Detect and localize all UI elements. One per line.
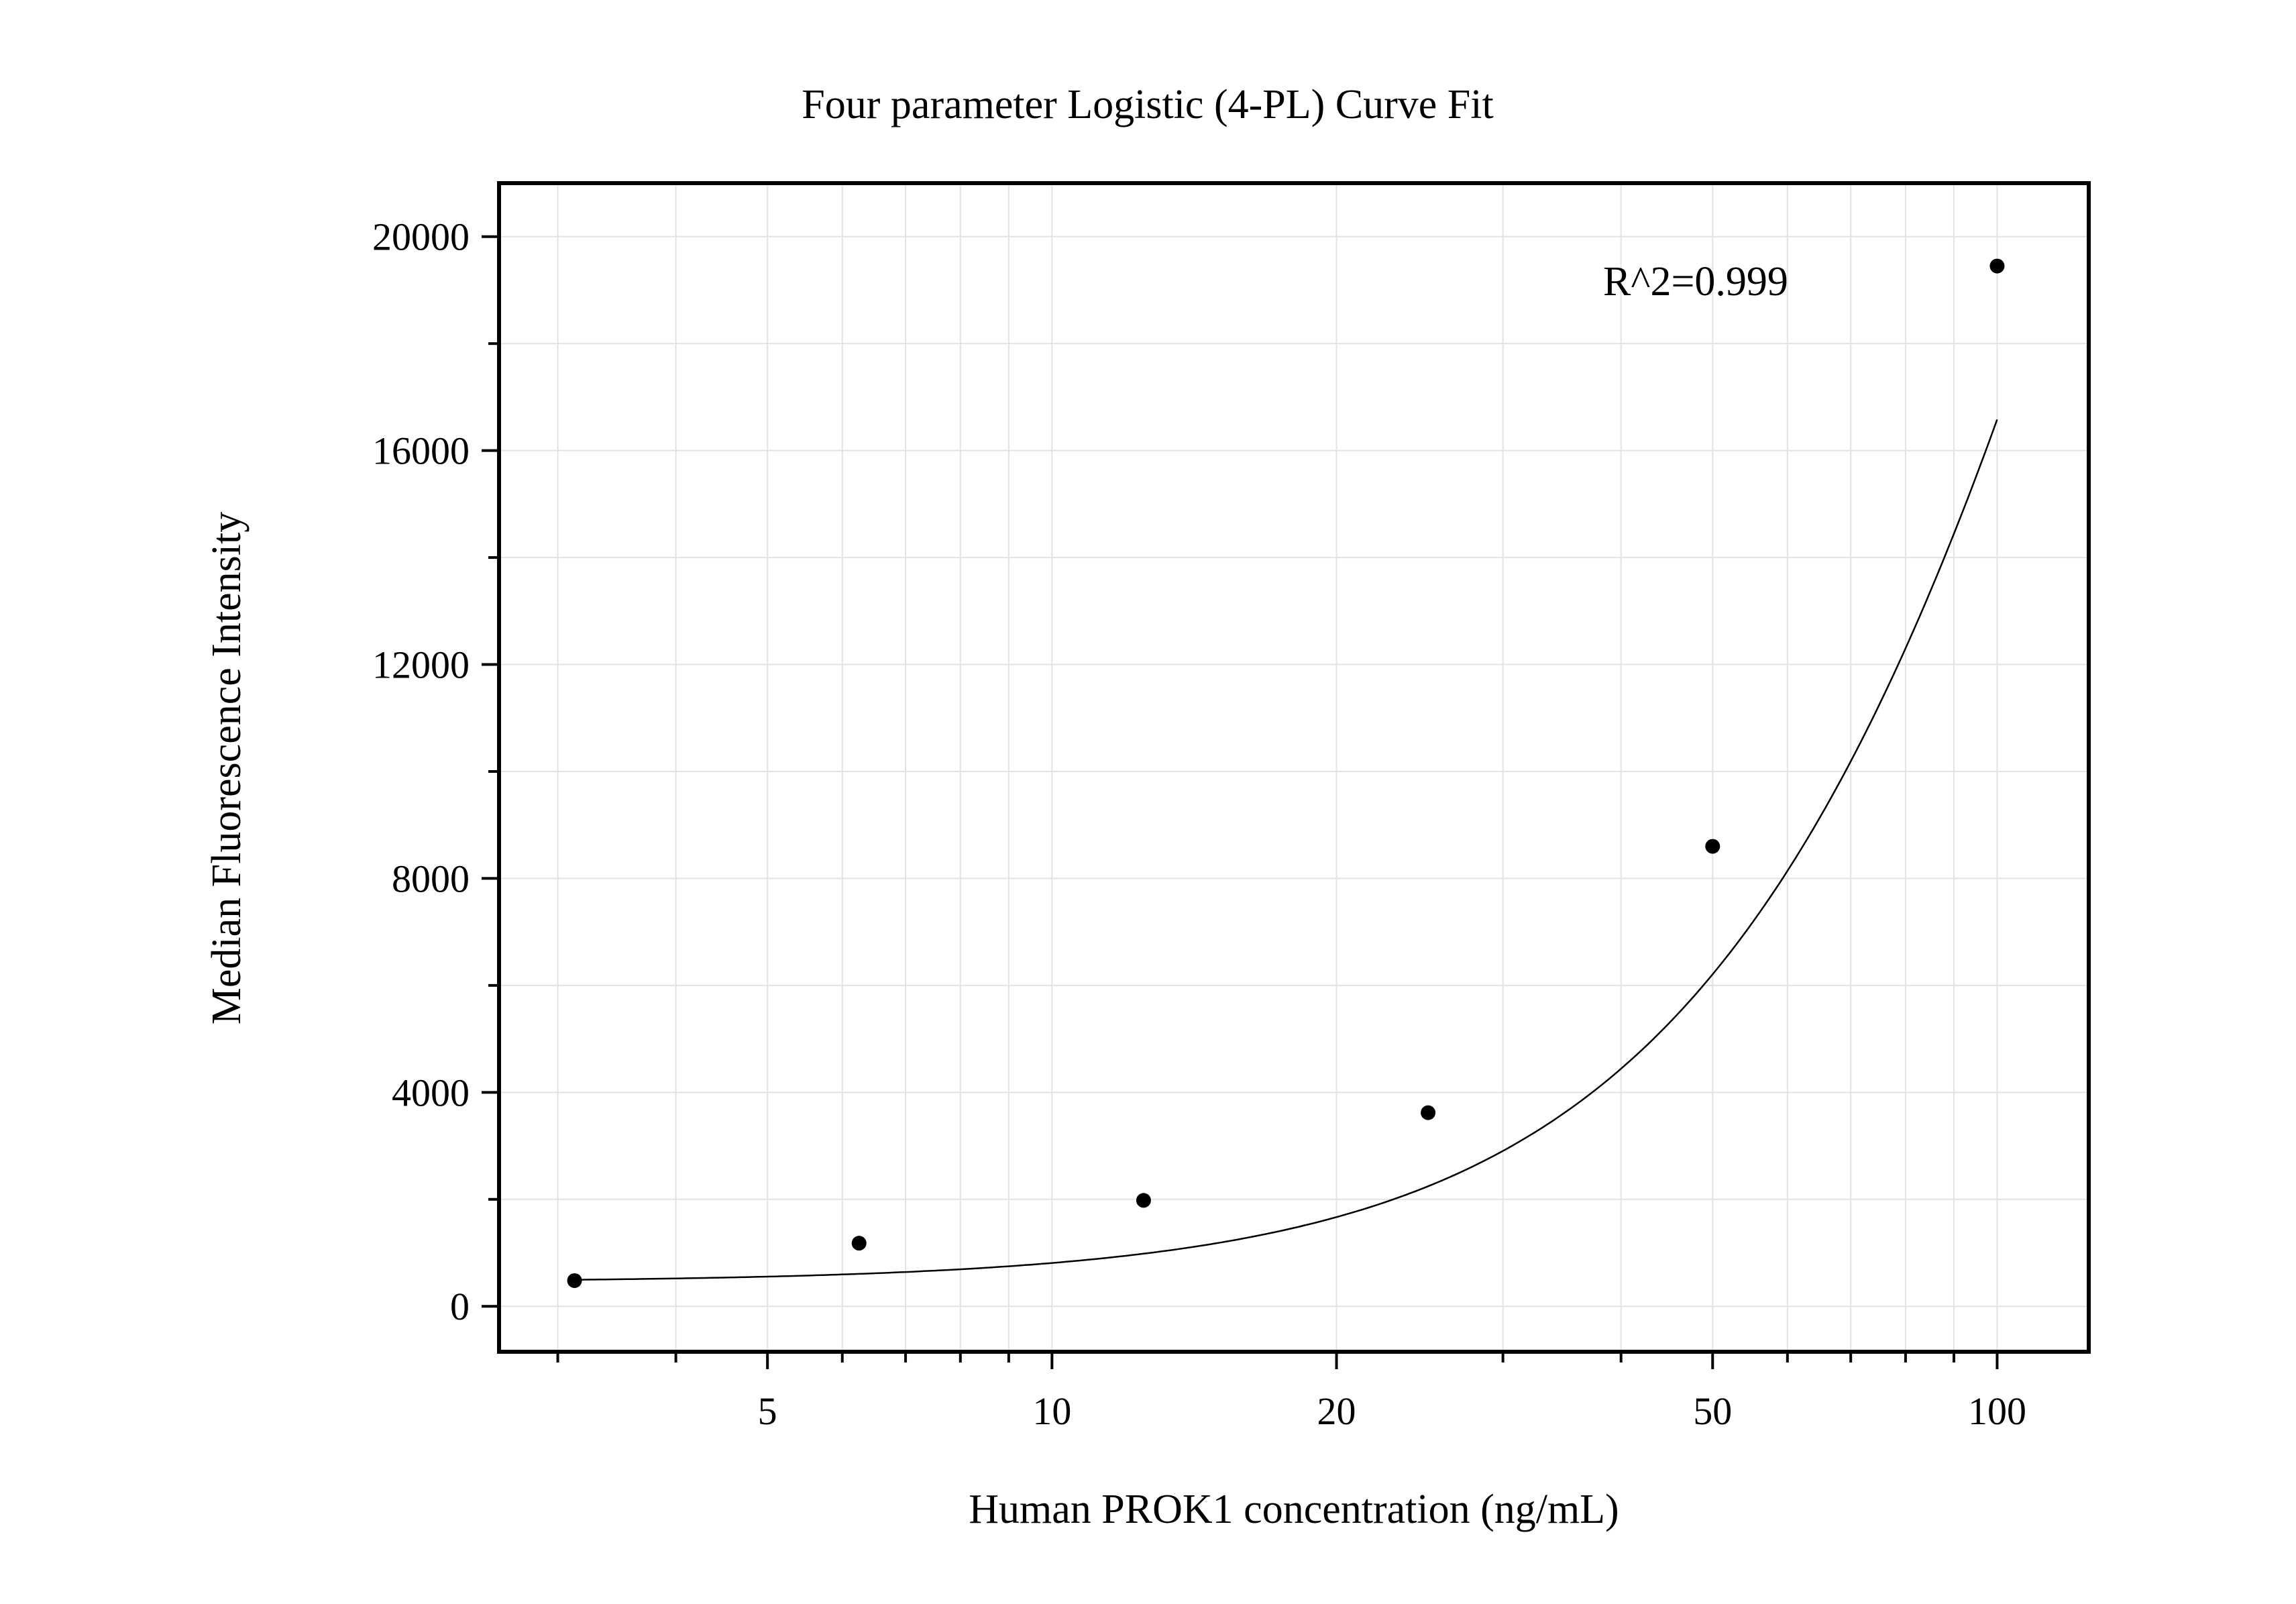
x-tick-label: 5	[758, 1389, 777, 1433]
r-squared-annotation: R^2=0.999	[1603, 259, 1788, 305]
y-tick-label: 0	[450, 1285, 470, 1328]
grid	[499, 183, 2089, 1352]
x-axis-title: Human PROK1 concentration (ng/mL)	[969, 1487, 1619, 1532]
y-tick-label: 20000	[372, 215, 470, 259]
plot-frame	[497, 181, 2091, 1354]
y-axis-title: Median Fluorescence Intensity	[204, 512, 250, 1024]
y-tick-label: 16000	[372, 429, 470, 473]
chart-title: Four parameter Logistic (4-PL) Curve Fit	[802, 82, 1493, 127]
x-tick-label: 100	[1968, 1389, 2026, 1433]
data-points	[567, 258, 2005, 1288]
y-tick-label: 4000	[392, 1071, 470, 1114]
y-tick-label: 12000	[372, 643, 470, 687]
data-point	[1421, 1105, 1436, 1120]
data-point	[567, 1273, 582, 1288]
x-tick-label: 50	[1693, 1389, 1732, 1433]
tick-labels: 5 10 20 50 100 0 4000 8000 12000 16000 20000	[372, 215, 2026, 1433]
y-tick-label: 8000	[392, 857, 470, 900]
fit-curve	[574, 419, 1998, 1281]
data-point	[851, 1236, 867, 1251]
data-point	[1136, 1193, 1151, 1208]
x-tick-label: 20	[1317, 1389, 1356, 1433]
data-point	[1989, 258, 2005, 274]
x-tick-label: 10	[1032, 1389, 1071, 1433]
data-point	[1705, 839, 1720, 854]
